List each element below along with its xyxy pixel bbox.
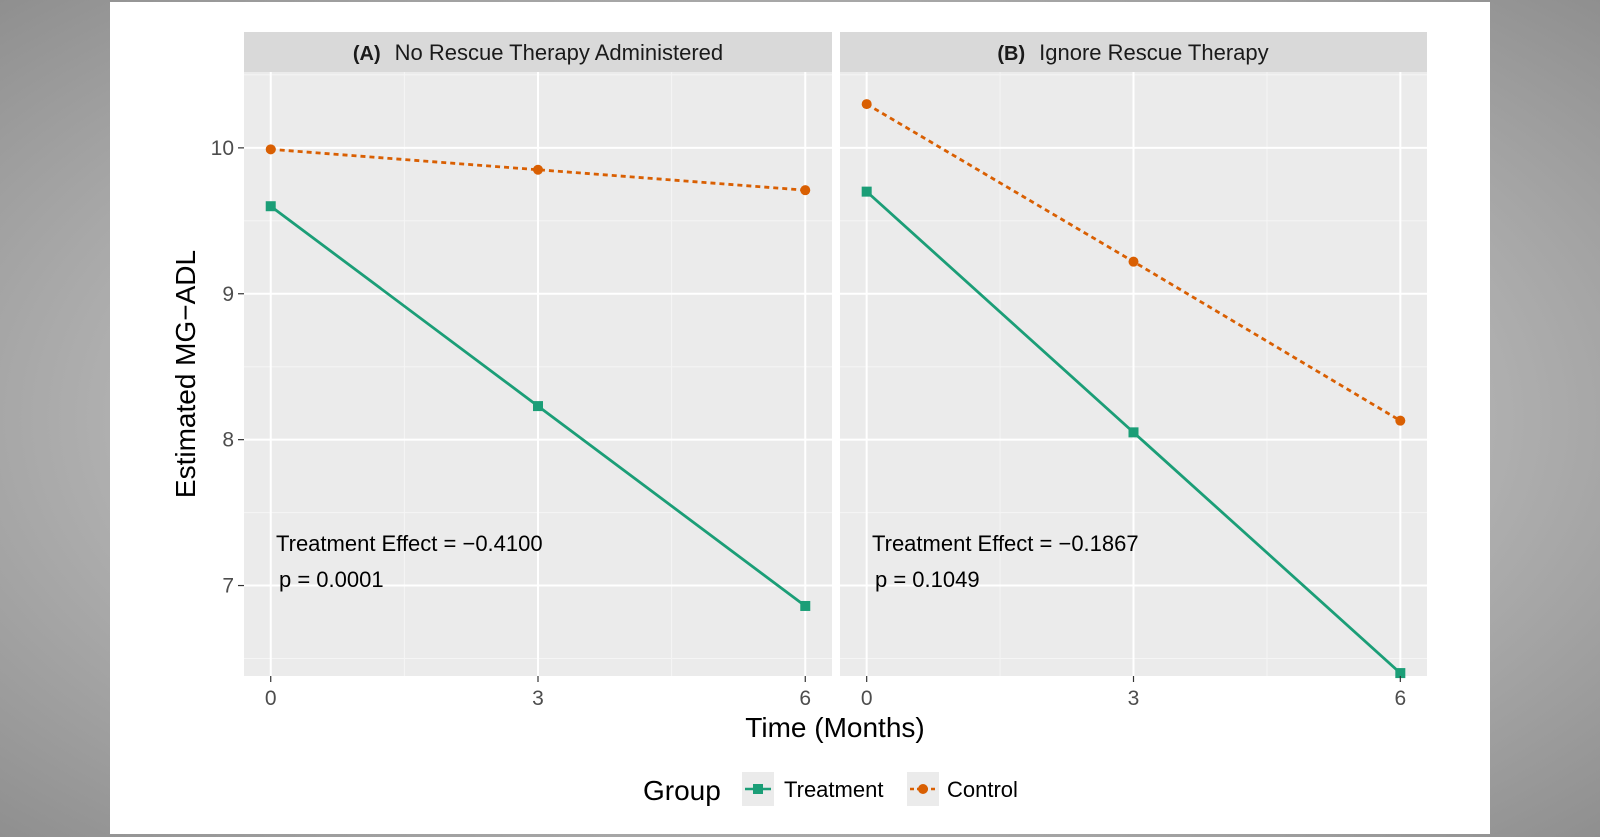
panel-b-title: (B) Ignore Rescue Therapy (997, 40, 1268, 65)
panel-b-strip (840, 32, 1427, 72)
y-tick-label: 8 (222, 429, 234, 452)
data-point-treatment (1128, 427, 1139, 438)
data-point-treatment (533, 401, 543, 412)
panel-a-title: (A) No Rescue Therapy Administered (353, 40, 723, 65)
y-tick-label: 10 (211, 137, 234, 160)
panel-b-series (861, 99, 1406, 679)
data-point-control (533, 164, 543, 175)
x-tick-label: 0 (861, 687, 873, 710)
data-point-control (265, 144, 276, 155)
data-point-treatment (861, 186, 872, 197)
legend: Group Treatment Control (643, 772, 1018, 806)
x-tick-label: 0 (265, 687, 277, 710)
panel-b-grid (840, 72, 1427, 676)
legend-label-treatment: Treatment (784, 777, 883, 802)
panel-a-annotation-pvalue: p = 0.0001 (279, 567, 384, 592)
panel-a: (A) No Rescue Therapy Administered Treatm… (244, 32, 832, 676)
panel-b-annotation-effect: Treatment Effect = −0.1867 (872, 531, 1139, 556)
legend-label-control: Control (947, 777, 1018, 802)
data-point-control (800, 185, 811, 196)
panel-b: (B) Ignore Rescue Therapy Treatment Effec… (840, 32, 1427, 679)
x-tick-label: 6 (1394, 687, 1406, 710)
data-point-control (861, 99, 872, 110)
data-point-treatment (265, 201, 276, 212)
data-point-treatment (1395, 668, 1406, 679)
data-point-treatment (800, 600, 811, 611)
x-tick-label: 6 (799, 687, 811, 710)
y-tick-label: 7 (222, 575, 234, 598)
panel-a-strip (244, 32, 832, 72)
y-axis: 7 8 9 10 (211, 137, 244, 598)
x-axis-title: Time (Months) (745, 712, 924, 743)
panel-a-series (265, 144, 811, 611)
legend-key-treatment-marker (753, 784, 763, 794)
legend-title: Group (643, 775, 721, 806)
data-point-control (1395, 415, 1406, 426)
x-tick-label: 3 (532, 687, 544, 710)
panel-a-grid (244, 72, 832, 676)
data-point-control (1128, 256, 1139, 267)
panel-a-annotation-effect: Treatment Effect = −0.4100 (276, 531, 543, 556)
x-axis: 0 3 6 0 3 6 (265, 676, 1406, 710)
y-tick-label: 9 (222, 283, 234, 306)
x-tick-label: 3 (1128, 687, 1140, 710)
panel-b-annotation-pvalue: p = 0.1049 (875, 567, 980, 592)
legend-key-control-marker (918, 784, 928, 794)
y-axis-title: Estimated MG−ADL (170, 250, 201, 498)
